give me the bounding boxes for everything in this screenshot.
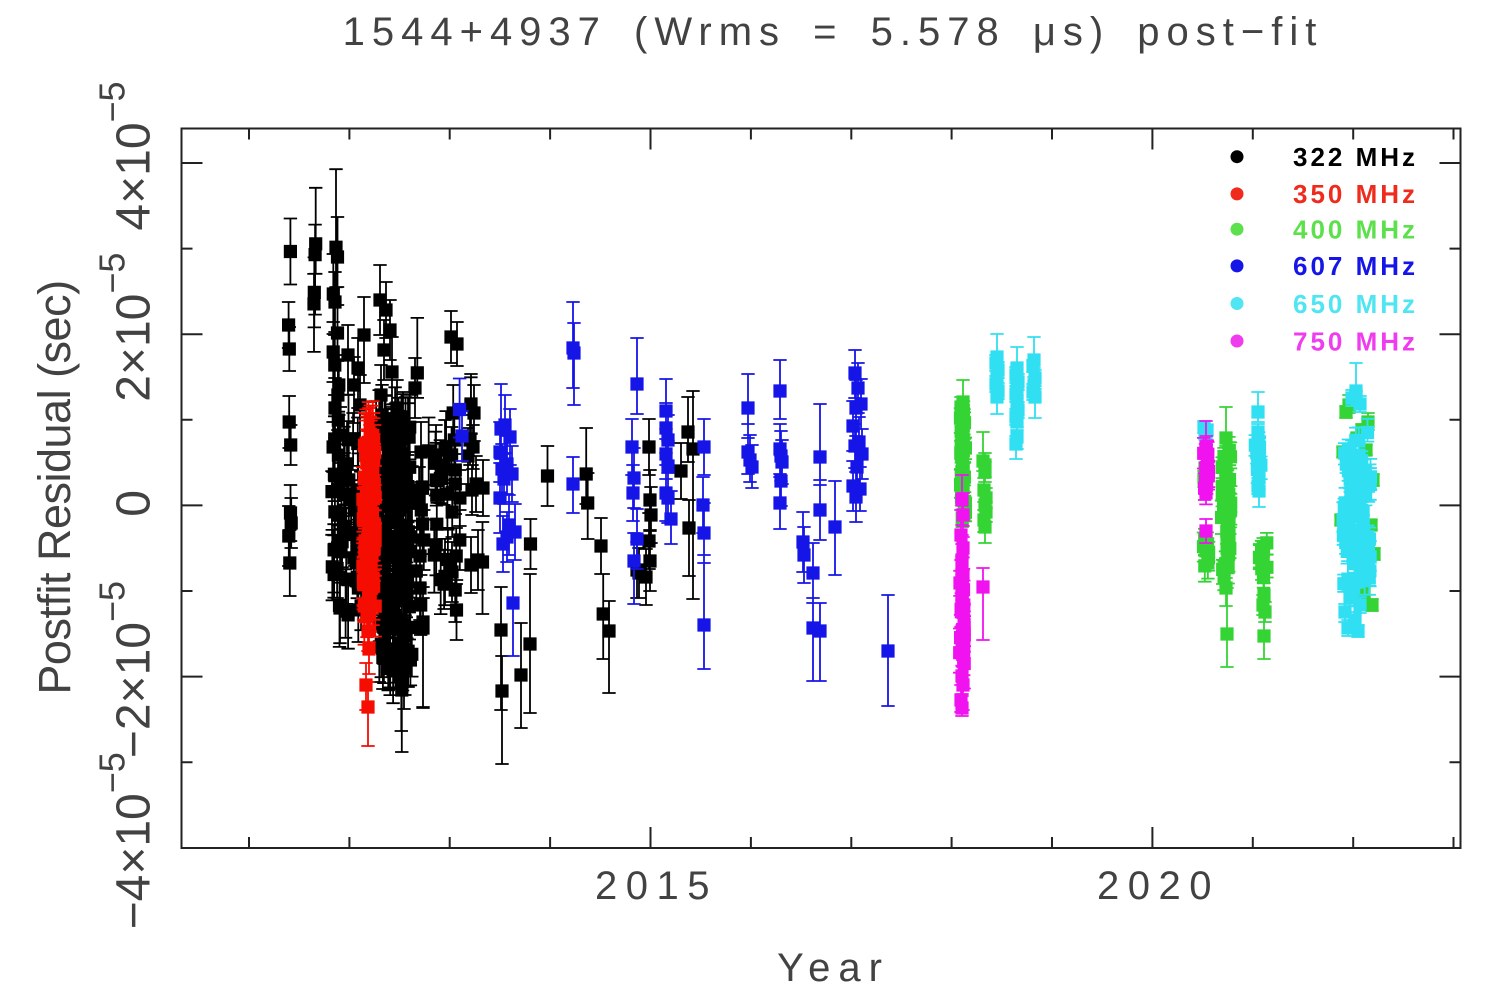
svg-text:Year: Year — [777, 946, 890, 990]
svg-text:607 MHz: 607 MHz — [1293, 251, 1418, 281]
svg-text:−2×10−5: −2×10−5 — [92, 581, 161, 758]
svg-text:322 MHz: 322 MHz — [1293, 142, 1418, 172]
svg-text:2015: 2015 — [595, 864, 718, 908]
svg-text:650 MHz: 650 MHz — [1293, 289, 1418, 319]
svg-text:0: 0 — [108, 490, 161, 517]
svg-text:750 MHz: 750 MHz — [1293, 326, 1418, 356]
svg-text:2×10−5: 2×10−5 — [92, 253, 161, 402]
svg-text:1544+4937 (Wrms = 5.578 μs) po: 1544+4937 (Wrms = 5.578 μs) post−fit — [343, 10, 1324, 54]
svg-text:400 MHz: 400 MHz — [1293, 215, 1418, 245]
svg-text:2020: 2020 — [1097, 864, 1220, 908]
svg-text:4×10−5: 4×10−5 — [92, 81, 161, 230]
svg-text:350 MHz: 350 MHz — [1293, 179, 1418, 209]
svg-text:Postfit Residual (sec): Postfit Residual (sec) — [29, 280, 80, 694]
svg-text:−4×10−5: −4×10−5 — [92, 752, 161, 929]
